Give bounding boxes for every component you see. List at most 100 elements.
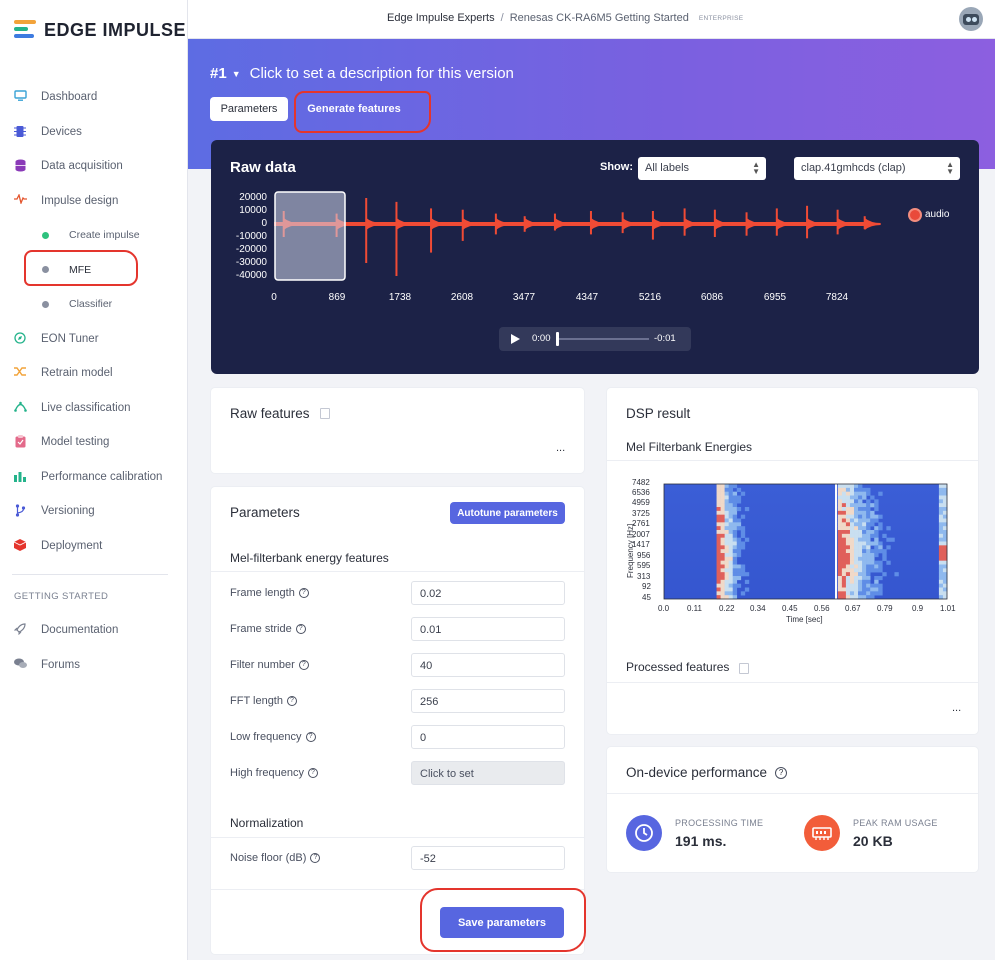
breadcrumb-org[interactable]: Edge Impulse Experts — [387, 12, 495, 24]
spectrogram-cell — [866, 568, 871, 573]
sidebar-subitem-create-impulse[interactable]: Create impulse — [0, 218, 188, 253]
sidebar-item-versioning[interactable]: Versioning — [0, 494, 188, 529]
sidebar-item-documentation[interactable]: Documentation — [0, 613, 188, 648]
sample-select[interactable]: clap.41gmhcds (clap) ▲ ▼ — [794, 157, 960, 180]
sidebar-item-performance-calibration[interactable]: Performance calibration — [0, 460, 188, 495]
spectrogram-cell — [866, 556, 871, 561]
sidebar-section-title: GETTING STARTED — [14, 591, 109, 602]
help-icon[interactable]: ? — [305, 732, 316, 742]
sidebar-item-data-acquisition[interactable]: Data acquisition — [0, 149, 188, 184]
spectrogram-cell — [837, 576, 843, 581]
spectrogram-cell — [837, 499, 843, 504]
spectrogram-frame — [663, 483, 948, 600]
y-tick-label: 4959 — [632, 498, 650, 507]
help-icon[interactable]: ? — [287, 696, 297, 706]
avatar[interactable] — [959, 7, 983, 31]
raw-waveform-chart[interactable] — [211, 140, 979, 374]
spectrogram-cell — [942, 583, 948, 588]
legend-audio-icon[interactable] — [908, 208, 922, 222]
waveform-decay — [366, 218, 383, 230]
spectrogram-cell — [858, 545, 863, 550]
selection-window[interactable] — [274, 191, 346, 281]
spectrogram-cell — [728, 518, 734, 523]
sidebar-item-deployment[interactable]: Deployment — [0, 529, 188, 564]
help-icon[interactable]: ? — [295, 624, 306, 634]
spectrogram-cell — [854, 507, 859, 512]
spectrogram-cell — [736, 541, 742, 546]
tab-generate-features[interactable]: Generate features — [307, 103, 401, 115]
help-icon[interactable]: ? — [310, 853, 321, 863]
mfe-section-heading: Mel-filterbank energy features — [230, 551, 389, 565]
player-progress-handle[interactable] — [556, 332, 559, 346]
tab-parameters[interactable]: Parameters — [210, 97, 288, 121]
save-parameters-button[interactable]: Save parameters — [440, 907, 564, 938]
label-filter-select[interactable]: All labels ▲ ▼ — [638, 157, 766, 180]
spectrogram-cell — [858, 556, 863, 561]
spectrogram-cell — [849, 507, 855, 512]
filter-number-input[interactable]: 40 — [411, 653, 565, 677]
spectrogram-cell — [732, 583, 738, 588]
sidebar-item-eon-tuner[interactable]: EON Tuner — [0, 322, 188, 357]
spectrogram-cell — [858, 530, 863, 535]
raw-features-title: Raw features — [230, 406, 330, 421]
edge-impulse-logo[interactable]: EDGE IMPULSE — [14, 18, 186, 42]
frame-length-input[interactable]: 0.02 — [411, 581, 565, 605]
sidebar-item-retrain-model[interactable]: Retrain model — [0, 356, 188, 391]
low-frequency-label-text: Low frequency — [230, 731, 302, 743]
spectrogram-cell — [862, 507, 867, 512]
spectrogram-cell — [841, 564, 847, 569]
spectrogram-cell — [858, 522, 863, 527]
sidebar-item-forums[interactable]: Forums — [0, 648, 188, 683]
spectrogram-cell — [874, 553, 879, 558]
x-tick-label: 0.11 — [687, 604, 702, 613]
spectrogram-cell — [732, 560, 738, 565]
low-frequency-input[interactable]: 0 — [411, 725, 565, 749]
sidebar-subitem-label: Classifier — [69, 298, 113, 311]
spectrogram-cell — [841, 568, 847, 573]
help-icon[interactable]: ? — [308, 768, 318, 778]
sidebar-item-devices[interactable]: Devices — [0, 115, 188, 150]
frame-length-label-text: Frame length — [230, 587, 295, 599]
frame-stride-input[interactable]: 0.01 — [411, 617, 565, 641]
version-description[interactable]: Click to set a description for this vers… — [249, 65, 514, 82]
autotune-parameters-button[interactable]: Autotune parameters — [450, 502, 565, 524]
spectrogram-cell — [728, 495, 734, 500]
sidebar-item-dashboard[interactable]: Dashboard — [0, 80, 188, 115]
frame-stride-label-text: Frame stride — [230, 623, 292, 635]
spectrogram-cell — [938, 484, 944, 489]
x-tick-label: 3477 — [512, 292, 536, 303]
sidebar-subitem-mfe[interactable]: MFE — [0, 253, 188, 288]
copy-icon[interactable] — [319, 408, 330, 419]
spectrogram-cell — [724, 572, 729, 577]
play-icon[interactable] — [511, 334, 520, 344]
spectrogram-cell — [849, 510, 855, 515]
spectrogram-cell — [720, 549, 725, 554]
spectrogram-cell — [854, 484, 859, 489]
spectrogram-cell — [845, 522, 851, 527]
noise-floor-input[interactable]: -52 — [411, 846, 565, 870]
spectrogram-cell — [716, 545, 721, 550]
spectrogram-cell — [942, 522, 948, 527]
help-icon[interactable]: ? — [298, 660, 309, 670]
sidebar-item-live-classification[interactable]: Live classification — [0, 391, 188, 426]
mel-spectrogram-chart[interactable] — [607, 388, 978, 638]
spectrogram-cell — [849, 503, 855, 508]
breadcrumb-project[interactable]: Renesas CK-RA6M5 Getting Started — [509, 12, 689, 24]
copy-icon[interactable] — [739, 662, 750, 674]
peak-ram-value: 20 KB — [853, 833, 893, 849]
sidebar-item-model-testing[interactable]: Model testing — [0, 425, 188, 460]
avatar-eye — [966, 17, 971, 22]
version-selector[interactable]: #1 ▼ Click to set a description for this… — [210, 65, 514, 82]
high-frequency-input[interactable]: Click to set — [411, 761, 565, 785]
spectrogram-cell — [866, 541, 871, 546]
player-progress-track[interactable] — [557, 338, 649, 340]
sidebar-item-impulse-design[interactable]: Impulse design — [0, 184, 188, 219]
sidebar-subitem-classifier[interactable]: Classifier — [0, 287, 188, 322]
waveform-decay — [590, 218, 607, 230]
fft-length-input[interactable]: 256 — [411, 689, 565, 713]
help-icon[interactable]: ? — [775, 766, 788, 779]
spectrogram-cell — [870, 522, 875, 527]
filter-number-label: Filter number? — [230, 659, 309, 671]
spectrogram-cell — [882, 533, 887, 538]
help-icon[interactable]: ? — [298, 588, 309, 598]
